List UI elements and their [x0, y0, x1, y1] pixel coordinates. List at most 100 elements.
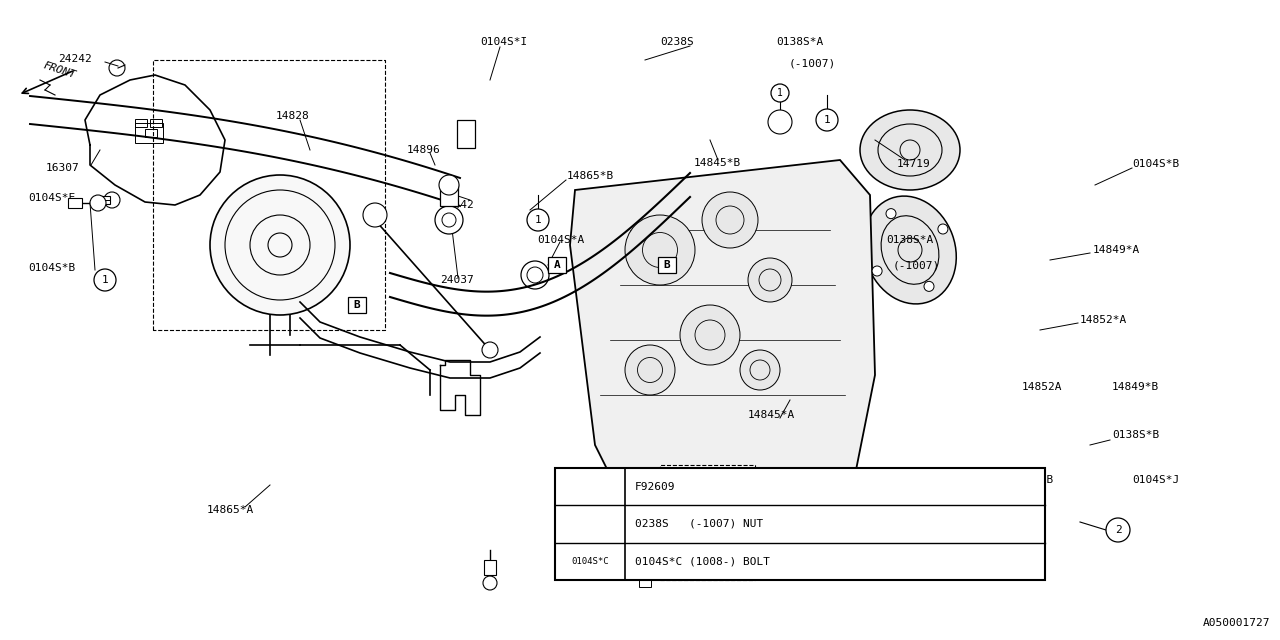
Circle shape: [109, 60, 125, 76]
Circle shape: [93, 269, 116, 291]
Bar: [145, 129, 157, 137]
Circle shape: [701, 485, 712, 495]
Text: 14828: 14828: [276, 111, 310, 121]
Text: 2: 2: [586, 519, 594, 529]
Circle shape: [733, 517, 744, 527]
Bar: [150, 119, 163, 127]
Bar: [851, 497, 869, 513]
Text: (-1007): (-1007): [788, 58, 836, 68]
Text: 1: 1: [823, 115, 831, 125]
Circle shape: [625, 215, 695, 285]
Text: 16307: 16307: [46, 163, 79, 173]
Bar: [348, 297, 366, 313]
Text: 2: 2: [1115, 525, 1121, 535]
Circle shape: [886, 209, 896, 219]
Bar: [639, 579, 652, 587]
Bar: [548, 257, 566, 273]
Circle shape: [90, 195, 106, 211]
Bar: [658, 257, 676, 273]
Text: 14896: 14896: [407, 145, 440, 155]
Text: 0104S*B: 0104S*B: [28, 263, 76, 273]
Bar: [556, 468, 1044, 580]
Circle shape: [669, 484, 745, 560]
Circle shape: [680, 305, 740, 365]
Text: 24037: 24037: [440, 275, 474, 285]
Text: B: B: [663, 260, 671, 270]
Text: 14719: 14719: [897, 159, 931, 169]
Ellipse shape: [864, 196, 956, 304]
Circle shape: [625, 345, 675, 395]
Circle shape: [701, 549, 712, 559]
Text: 14865*B: 14865*B: [567, 171, 614, 181]
Circle shape: [748, 258, 792, 302]
Circle shape: [924, 282, 934, 291]
Bar: [457, 120, 475, 148]
Circle shape: [104, 192, 120, 208]
Circle shape: [439, 175, 460, 195]
Text: 0238S: 0238S: [762, 505, 796, 515]
Circle shape: [483, 342, 498, 358]
Circle shape: [636, 559, 654, 577]
Circle shape: [435, 206, 463, 234]
Text: FRONT: FRONT: [42, 60, 77, 80]
Circle shape: [872, 266, 882, 276]
Text: (-1007): (-1007): [893, 260, 941, 270]
Text: 0104S*I: 0104S*I: [480, 37, 527, 47]
Text: 0104S*E: 0104S*E: [28, 193, 76, 203]
Text: 0104S*B: 0104S*B: [1132, 159, 1179, 169]
Polygon shape: [570, 160, 876, 495]
Text: A: A: [554, 260, 561, 270]
Text: 1: 1: [101, 275, 109, 285]
Bar: [134, 119, 147, 127]
Text: 0138S*A: 0138S*A: [776, 37, 823, 47]
Circle shape: [210, 175, 349, 315]
Text: 14849*B: 14849*B: [1112, 382, 1160, 392]
Text: 14852*B: 14852*B: [1007, 475, 1055, 485]
Text: 14849*A: 14849*A: [1093, 245, 1140, 255]
Text: 0104S*C: 0104S*C: [571, 557, 609, 566]
Text: 24242: 24242: [58, 54, 92, 64]
Text: 0138S*B: 0138S*B: [1112, 430, 1160, 440]
Text: 0238S: 0238S: [660, 37, 694, 47]
Text: A: A: [856, 500, 864, 510]
Text: 1: 1: [586, 482, 594, 492]
Ellipse shape: [852, 492, 897, 552]
Circle shape: [768, 110, 792, 134]
Circle shape: [771, 84, 788, 102]
Text: 22442: 22442: [440, 200, 474, 210]
Circle shape: [938, 224, 948, 234]
Text: 1: 1: [777, 88, 783, 98]
Text: 0104S*A: 0104S*A: [538, 235, 584, 245]
Circle shape: [669, 517, 680, 527]
Circle shape: [579, 476, 602, 498]
Text: 14845*A: 14845*A: [748, 410, 795, 420]
Text: 0238S   (-1007) NUT: 0238S (-1007) NUT: [635, 519, 763, 529]
Circle shape: [483, 576, 497, 590]
Text: 14852*A: 14852*A: [1080, 315, 1128, 325]
Text: B: B: [353, 300, 361, 310]
Bar: [660, 465, 755, 580]
Text: F92609: F92609: [635, 482, 676, 492]
Bar: [100, 196, 110, 204]
Bar: [484, 560, 497, 575]
Circle shape: [579, 513, 602, 535]
Text: 14865*A: 14865*A: [207, 505, 255, 515]
Text: A050001727: A050001727: [1202, 618, 1270, 628]
Circle shape: [521, 261, 549, 289]
Circle shape: [527, 209, 549, 231]
Circle shape: [740, 350, 780, 390]
Text: 14852A: 14852A: [1021, 382, 1062, 392]
Bar: [440, 184, 458, 206]
Text: 14845*B: 14845*B: [694, 158, 741, 168]
Circle shape: [817, 109, 838, 131]
Bar: [134, 123, 163, 143]
Circle shape: [701, 192, 758, 248]
Text: 0104S*C (1008-) BOLT: 0104S*C (1008-) BOLT: [635, 556, 771, 566]
Text: 0104S*J: 0104S*J: [1132, 475, 1179, 485]
Circle shape: [1106, 518, 1130, 542]
Ellipse shape: [860, 110, 960, 190]
Bar: [68, 198, 82, 208]
Text: 1: 1: [535, 215, 541, 225]
Circle shape: [364, 203, 387, 227]
Text: 0138S*A: 0138S*A: [886, 235, 933, 245]
